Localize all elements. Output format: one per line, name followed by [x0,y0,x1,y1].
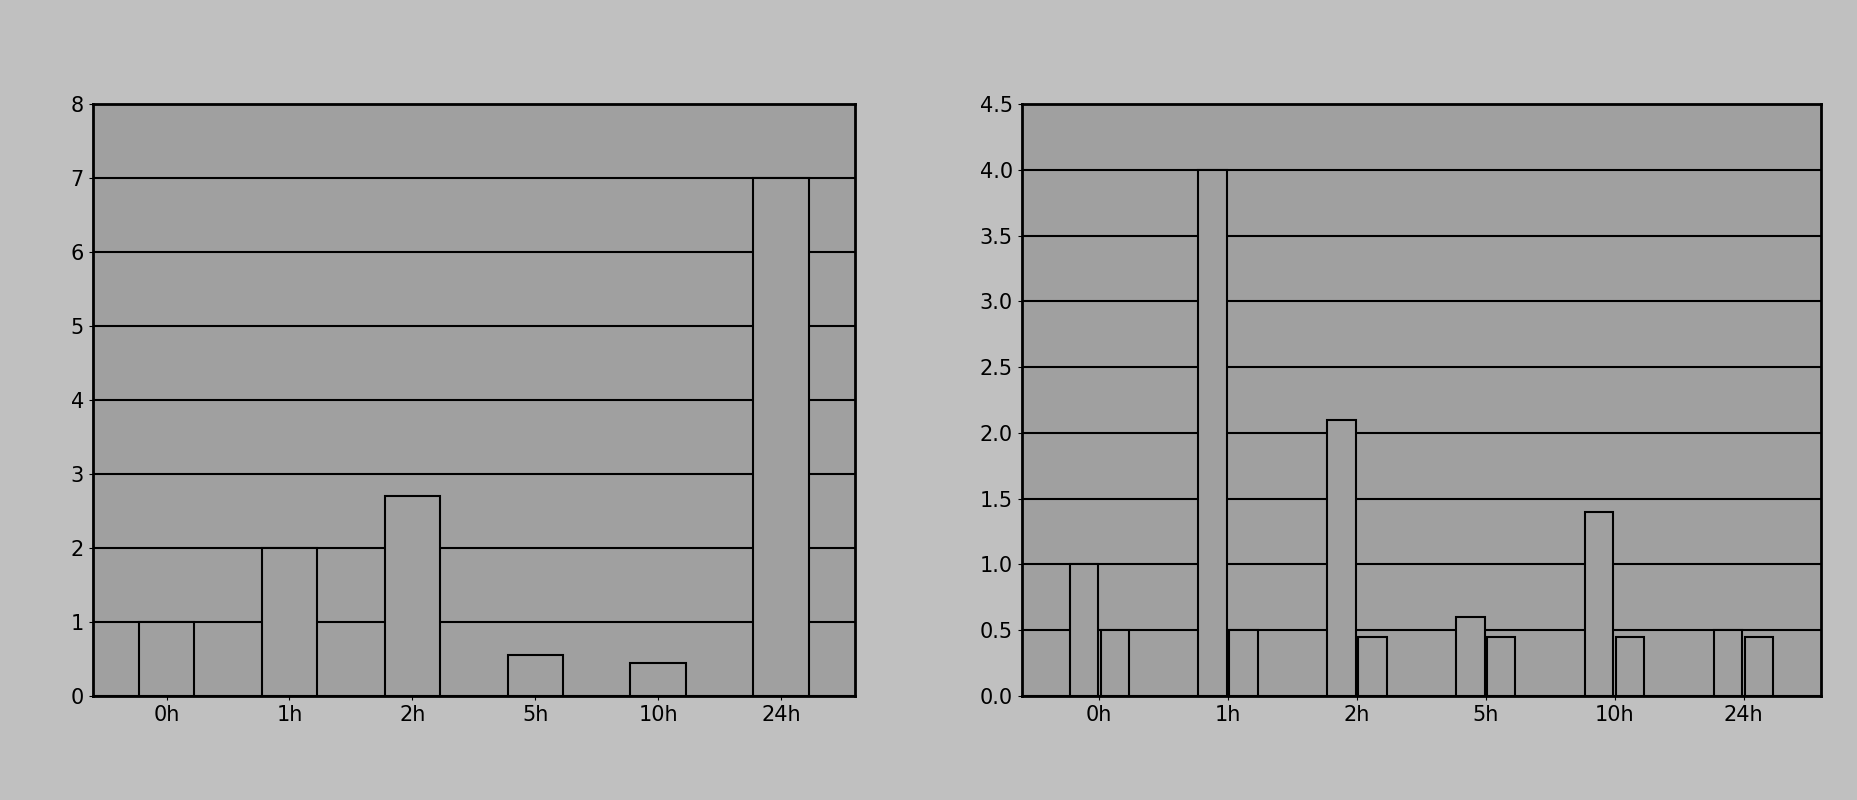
Bar [1229,630,1257,696]
Bar [1198,170,1226,696]
Bar [262,548,318,696]
Bar [1616,637,1643,696]
Bar [752,178,808,696]
Bar [139,622,195,696]
Bar [630,662,685,696]
Bar [1070,565,1097,696]
Bar [1486,637,1515,696]
Bar [1584,512,1612,696]
Bar [1357,637,1385,696]
Bar [1099,630,1129,696]
Bar [1712,630,1742,696]
Bar [1456,617,1484,696]
Bar [1744,637,1772,696]
Bar [507,655,563,696]
Bar [384,496,440,696]
Bar [1326,420,1356,696]
